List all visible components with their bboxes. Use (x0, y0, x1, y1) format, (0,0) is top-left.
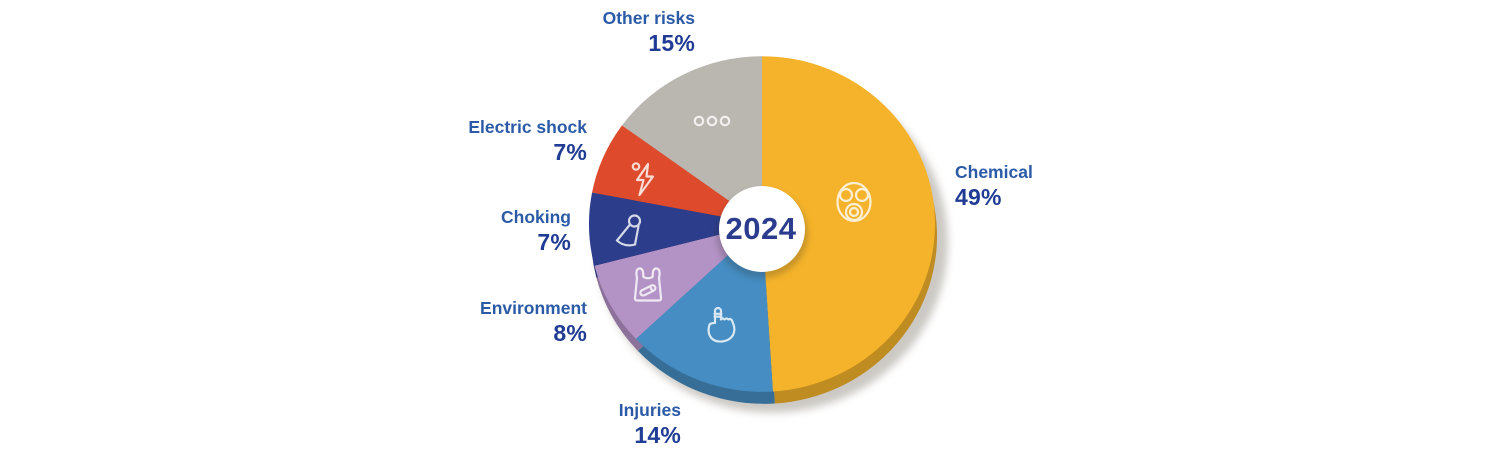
pie-slice-injuries (635, 224, 773, 392)
dots-icon (693, 115, 731, 127)
label-chemical: Chemical 49% (955, 162, 1115, 210)
pie-slice-environment (594, 224, 762, 339)
plastic-bag-icon (633, 267, 663, 302)
pie-slices (588, 56, 936, 392)
label-environment: Environment 8% (420, 298, 587, 346)
slice-name: Chemical (955, 162, 1033, 182)
electric-shock-icon (631, 162, 655, 197)
choking-hazard-cone-icon (615, 214, 642, 247)
slice-name: Injuries (618, 400, 681, 420)
center-year-label: 2024 (725, 211, 797, 246)
slice-name: Other risks (602, 8, 695, 28)
slice-name: Environment (480, 298, 587, 318)
pie-slice-other-risks (622, 56, 762, 224)
slice-percent: 7% (537, 229, 571, 255)
label-other-risks: Other risks 15% (520, 8, 695, 56)
gas-mask-icon (836, 181, 872, 223)
slice-percent: 15% (648, 30, 695, 56)
slice-name: Choking (501, 207, 571, 227)
label-electric-shock: Electric shock 7% (420, 117, 587, 165)
slice-name: Electric shock (468, 117, 587, 137)
pie-slice-chemical (762, 56, 936, 392)
label-injuries: Injuries 14% (520, 400, 681, 448)
hand-bandaged-finger-icon (707, 306, 736, 343)
slice-percent: 14% (634, 422, 681, 448)
label-choking: Choking 7% (420, 207, 571, 255)
pie-chart-svg (588, 56, 948, 413)
slice-percent: 7% (553, 139, 587, 165)
slice-percent: 8% (553, 320, 587, 346)
slice-percent: 49% (955, 184, 1002, 210)
pie-slice-choking (588, 192, 762, 266)
pie-slice-electric-shock (592, 125, 762, 224)
center-disc (719, 186, 805, 272)
